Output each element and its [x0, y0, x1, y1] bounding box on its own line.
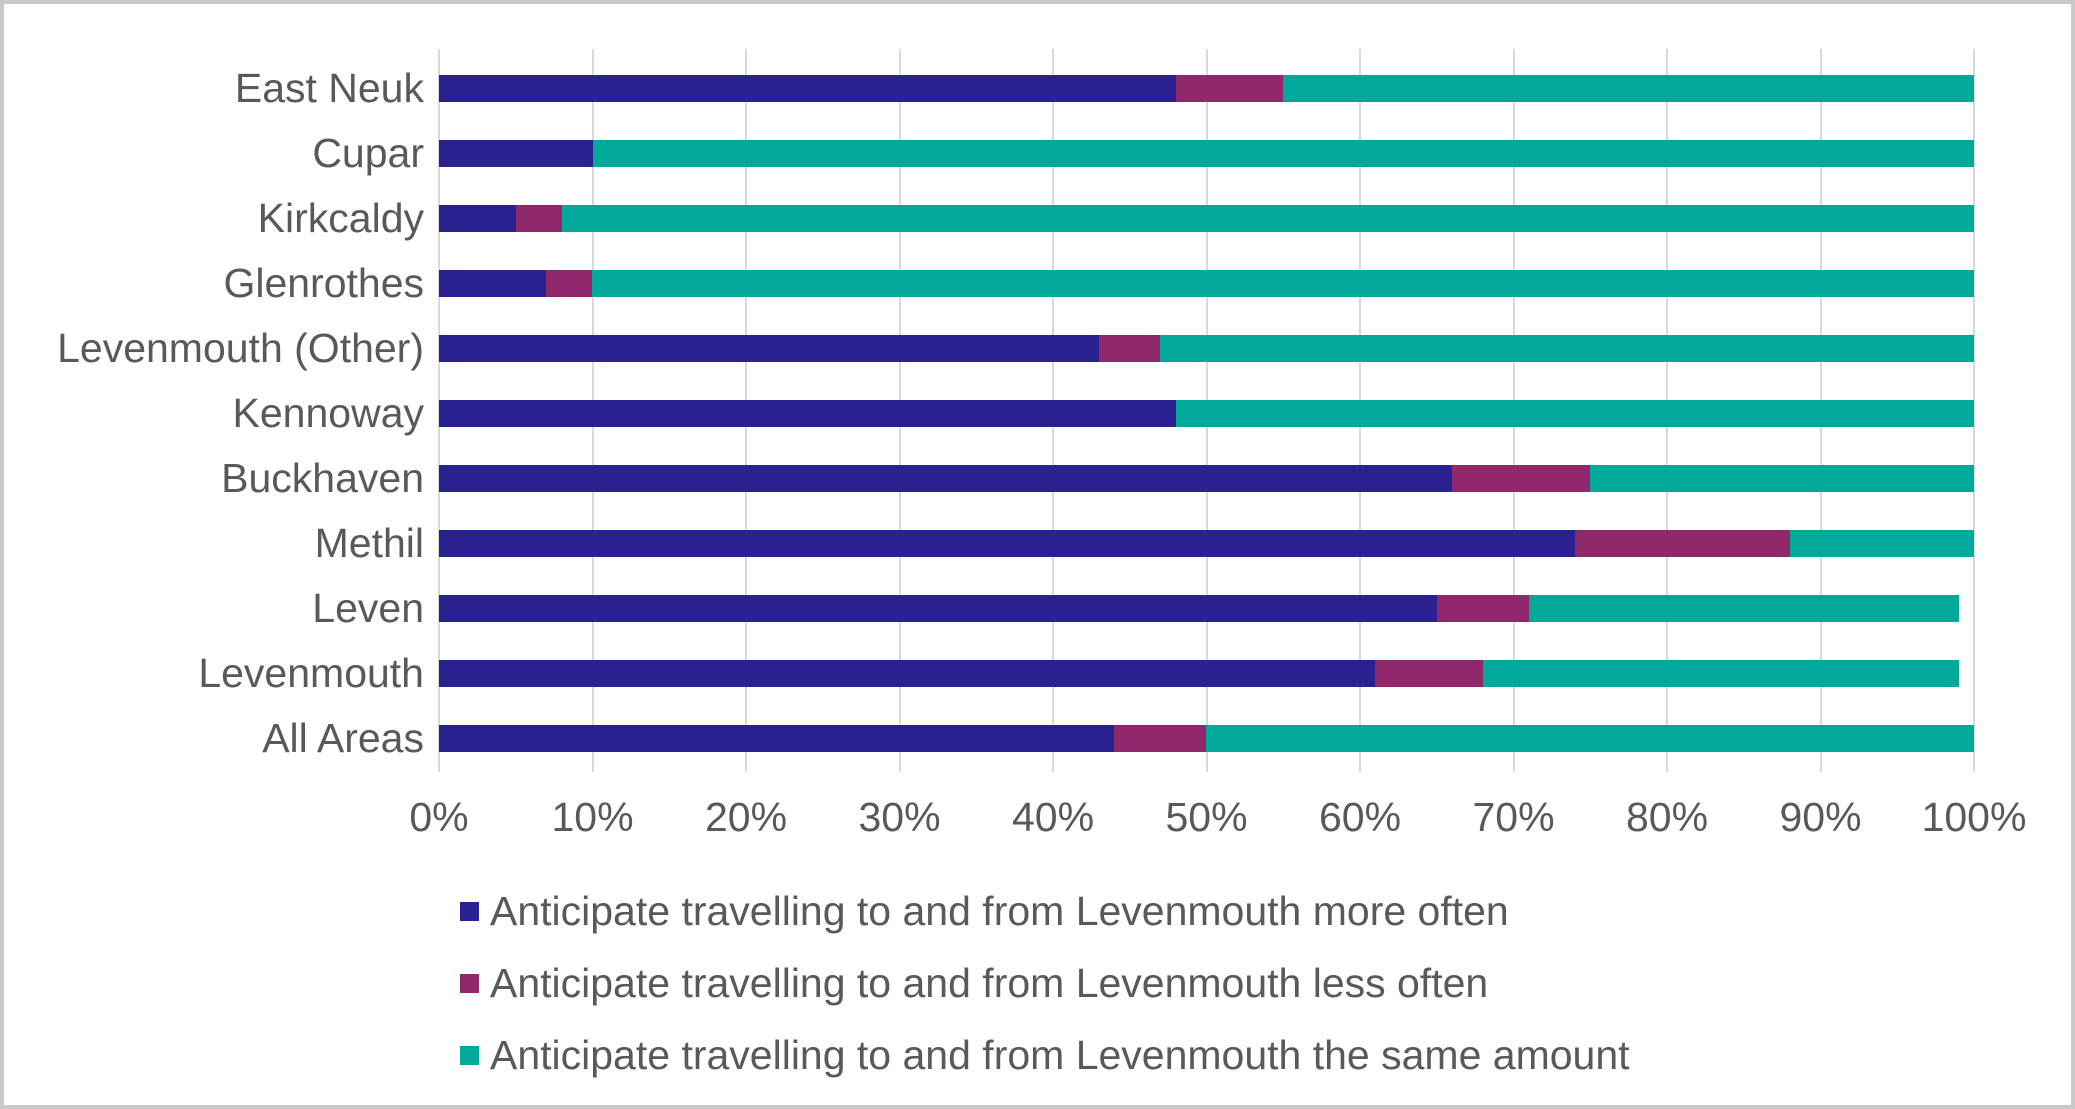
bar-segment-series-0 [439, 595, 1437, 622]
bar-track [439, 75, 1974, 102]
bar-segment-series-0 [439, 465, 1453, 492]
legend-item: Anticipate travelling to and from Levenm… [460, 947, 1630, 1019]
bar-segment-series-2 [1175, 400, 1974, 427]
bar-track [439, 530, 1974, 557]
x-tick-label: 60% [1318, 794, 1402, 840]
legend-label: Anticipate travelling to and from Levenm… [490, 959, 1489, 1006]
bar-segment-series-0 [439, 270, 547, 297]
chart-row: Leven [4, 576, 2071, 641]
bar-segment-series-1 [1436, 595, 1529, 622]
legend-label: Anticipate travelling to and from Levenm… [490, 1031, 1630, 1078]
bar-segment-series-0 [439, 205, 516, 232]
bar-segment-series-1 [1375, 660, 1483, 687]
bar-segment-series-2 [1590, 465, 1974, 492]
category-label: Levenmouth [198, 650, 424, 696]
chart-row: Levenmouth [4, 641, 2071, 706]
bar-track [439, 725, 1974, 752]
bar-segment-series-1 [1175, 75, 1284, 102]
gridline-100 [1973, 49, 1975, 772]
legend: Anticipate travelling to and from Levenm… [460, 875, 1630, 1091]
x-tick-label: 90% [1779, 794, 1862, 840]
bar-track [439, 335, 1974, 362]
category-label: Leven [312, 585, 424, 631]
category-label: Levenmouth (Other) [57, 325, 424, 371]
x-tick-label: 80% [1625, 794, 1709, 840]
bar-track [439, 595, 1974, 622]
x-tick-label: 70% [1472, 794, 1555, 840]
bar-segment-series-0 [439, 530, 1575, 557]
bar-track [439, 205, 1974, 232]
bar-segment-series-0 [439, 660, 1376, 687]
bar-segment-series-0 [439, 140, 593, 167]
bar-segment-series-0 [439, 725, 1115, 752]
bar-segment-series-1 [1452, 465, 1591, 492]
bar-track [439, 400, 1974, 427]
chart-row: Glenrothes [4, 251, 2071, 316]
legend-swatch-icon [460, 973, 479, 993]
x-tick-label: 30% [858, 794, 941, 840]
chart-row: All Areas [4, 706, 2071, 771]
bar-segment-series-2 [1283, 75, 1974, 102]
category-label: Methil [314, 520, 424, 566]
bar-segment-series-2 [592, 140, 1974, 167]
bar-segment-series-0 [439, 400, 1176, 427]
chart-row: Kirkcaldy [4, 186, 2071, 251]
bar-segment-series-0 [439, 335, 1100, 362]
legend-swatch-icon [460, 901, 479, 921]
category-label: Buckhaven [221, 455, 424, 501]
category-label: All Areas [262, 715, 424, 761]
bar-track [439, 465, 1974, 492]
x-tick-label: 0% [409, 794, 469, 840]
bar-segment-series-2 [1528, 595, 1959, 622]
legend-item: Anticipate travelling to and from Levenm… [460, 1019, 1630, 1091]
chart-row: Levenmouth (Other) [4, 316, 2071, 381]
bar-segment-series-2 [1482, 660, 1959, 687]
category-label: Glenrothes [223, 260, 424, 306]
category-label: Kennoway [232, 390, 424, 436]
bar-segment-series-2 [592, 270, 1974, 297]
bar-segment-series-1 [1574, 530, 1790, 557]
x-tick-label: 40% [1011, 794, 1095, 840]
chart-row: Buckhaven [4, 446, 2071, 511]
bar-segment-series-0 [439, 75, 1176, 102]
chart-row: Cupar [4, 121, 2071, 186]
x-axis-tick-labels: 0% 10% 20% 30% 40% 50% 60% 70% 80% 90% 100% [409, 794, 2026, 852]
bar-segment-series-1 [515, 205, 562, 232]
bar-segment-series-1 [1114, 725, 1207, 752]
x-tick-label: 100% [1921, 794, 2027, 840]
bar-segment-series-1 [546, 270, 593, 297]
bar-rows: East Neuk Cupar Kirkcaldy Glenrothes Levenmo… [4, 56, 2071, 771]
category-label: East Neuk [234, 65, 424, 111]
bar-segment-series-2 [1789, 530, 1974, 557]
bar-segment-series-2 [1206, 725, 1974, 752]
x-tick-label: 10% [551, 794, 634, 840]
chart-row: Kennoway [4, 381, 2071, 446]
category-label: Cupar [312, 130, 424, 176]
chart-row: East Neuk [4, 56, 2071, 121]
chart-row: Methil [4, 511, 2071, 576]
x-tick-label: 20% [704, 794, 788, 840]
bar-track [439, 140, 1974, 167]
bar-segment-series-1 [1099, 335, 1161, 362]
bar-segment-series-2 [1160, 335, 1974, 362]
legend-swatch-icon [460, 1045, 479, 1065]
bar-track [439, 660, 1974, 687]
bar-track [439, 270, 1974, 297]
category-label: Kirkcaldy [257, 195, 424, 241]
legend-item: Anticipate travelling to and from Levenm… [460, 875, 1630, 947]
bar-segment-series-2 [561, 205, 1974, 232]
x-tick-label: 50% [1165, 794, 1248, 840]
legend-label: Anticipate travelling to and from Levenm… [490, 887, 1509, 934]
